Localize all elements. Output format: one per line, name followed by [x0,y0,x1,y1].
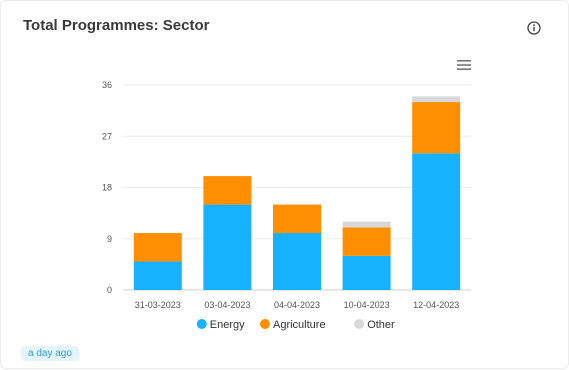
legend-label: Other [367,319,395,331]
y-tick-label: 0 [107,285,112,295]
legend-label: Agriculture [273,319,326,331]
bar-other [412,96,461,103]
x-tick-label: 12-04-2023 [413,300,459,310]
x-tick-label: 31-03-2023 [135,300,181,310]
hamburger-menu-icon[interactable] [457,59,471,71]
y-tick-label: 9 [107,234,112,244]
y-tick-label: 18 [102,183,112,193]
legend-marker [354,319,365,329]
bar-agriculture [203,176,252,205]
bar-agriculture [273,204,321,234]
bar-energy [133,261,182,290]
legend-marker [196,319,207,329]
bar-energy [273,233,321,290]
bar-agriculture [133,233,182,262]
legend-marker [260,319,270,329]
bar-energy [342,255,391,290]
card-title: Total Programmes: Sector [23,17,210,34]
x-tick-label: 03-04-2023 [204,300,250,310]
x-tick-label: 10-04-2023 [344,300,390,310]
legend-label: Energy [210,319,245,331]
info-icon[interactable] [527,21,541,35]
bar-agriculture [342,227,391,256]
y-tick-label: 27 [102,131,112,141]
bar-energy [412,153,461,290]
bar-other [342,221,391,228]
bar-agriculture [412,102,461,154]
bar-energy [203,204,252,290]
y-tick-label: 36 [102,80,112,90]
x-tick-label: 04-04-2023 [274,300,320,310]
updated-badge: a day ago [21,346,79,361]
